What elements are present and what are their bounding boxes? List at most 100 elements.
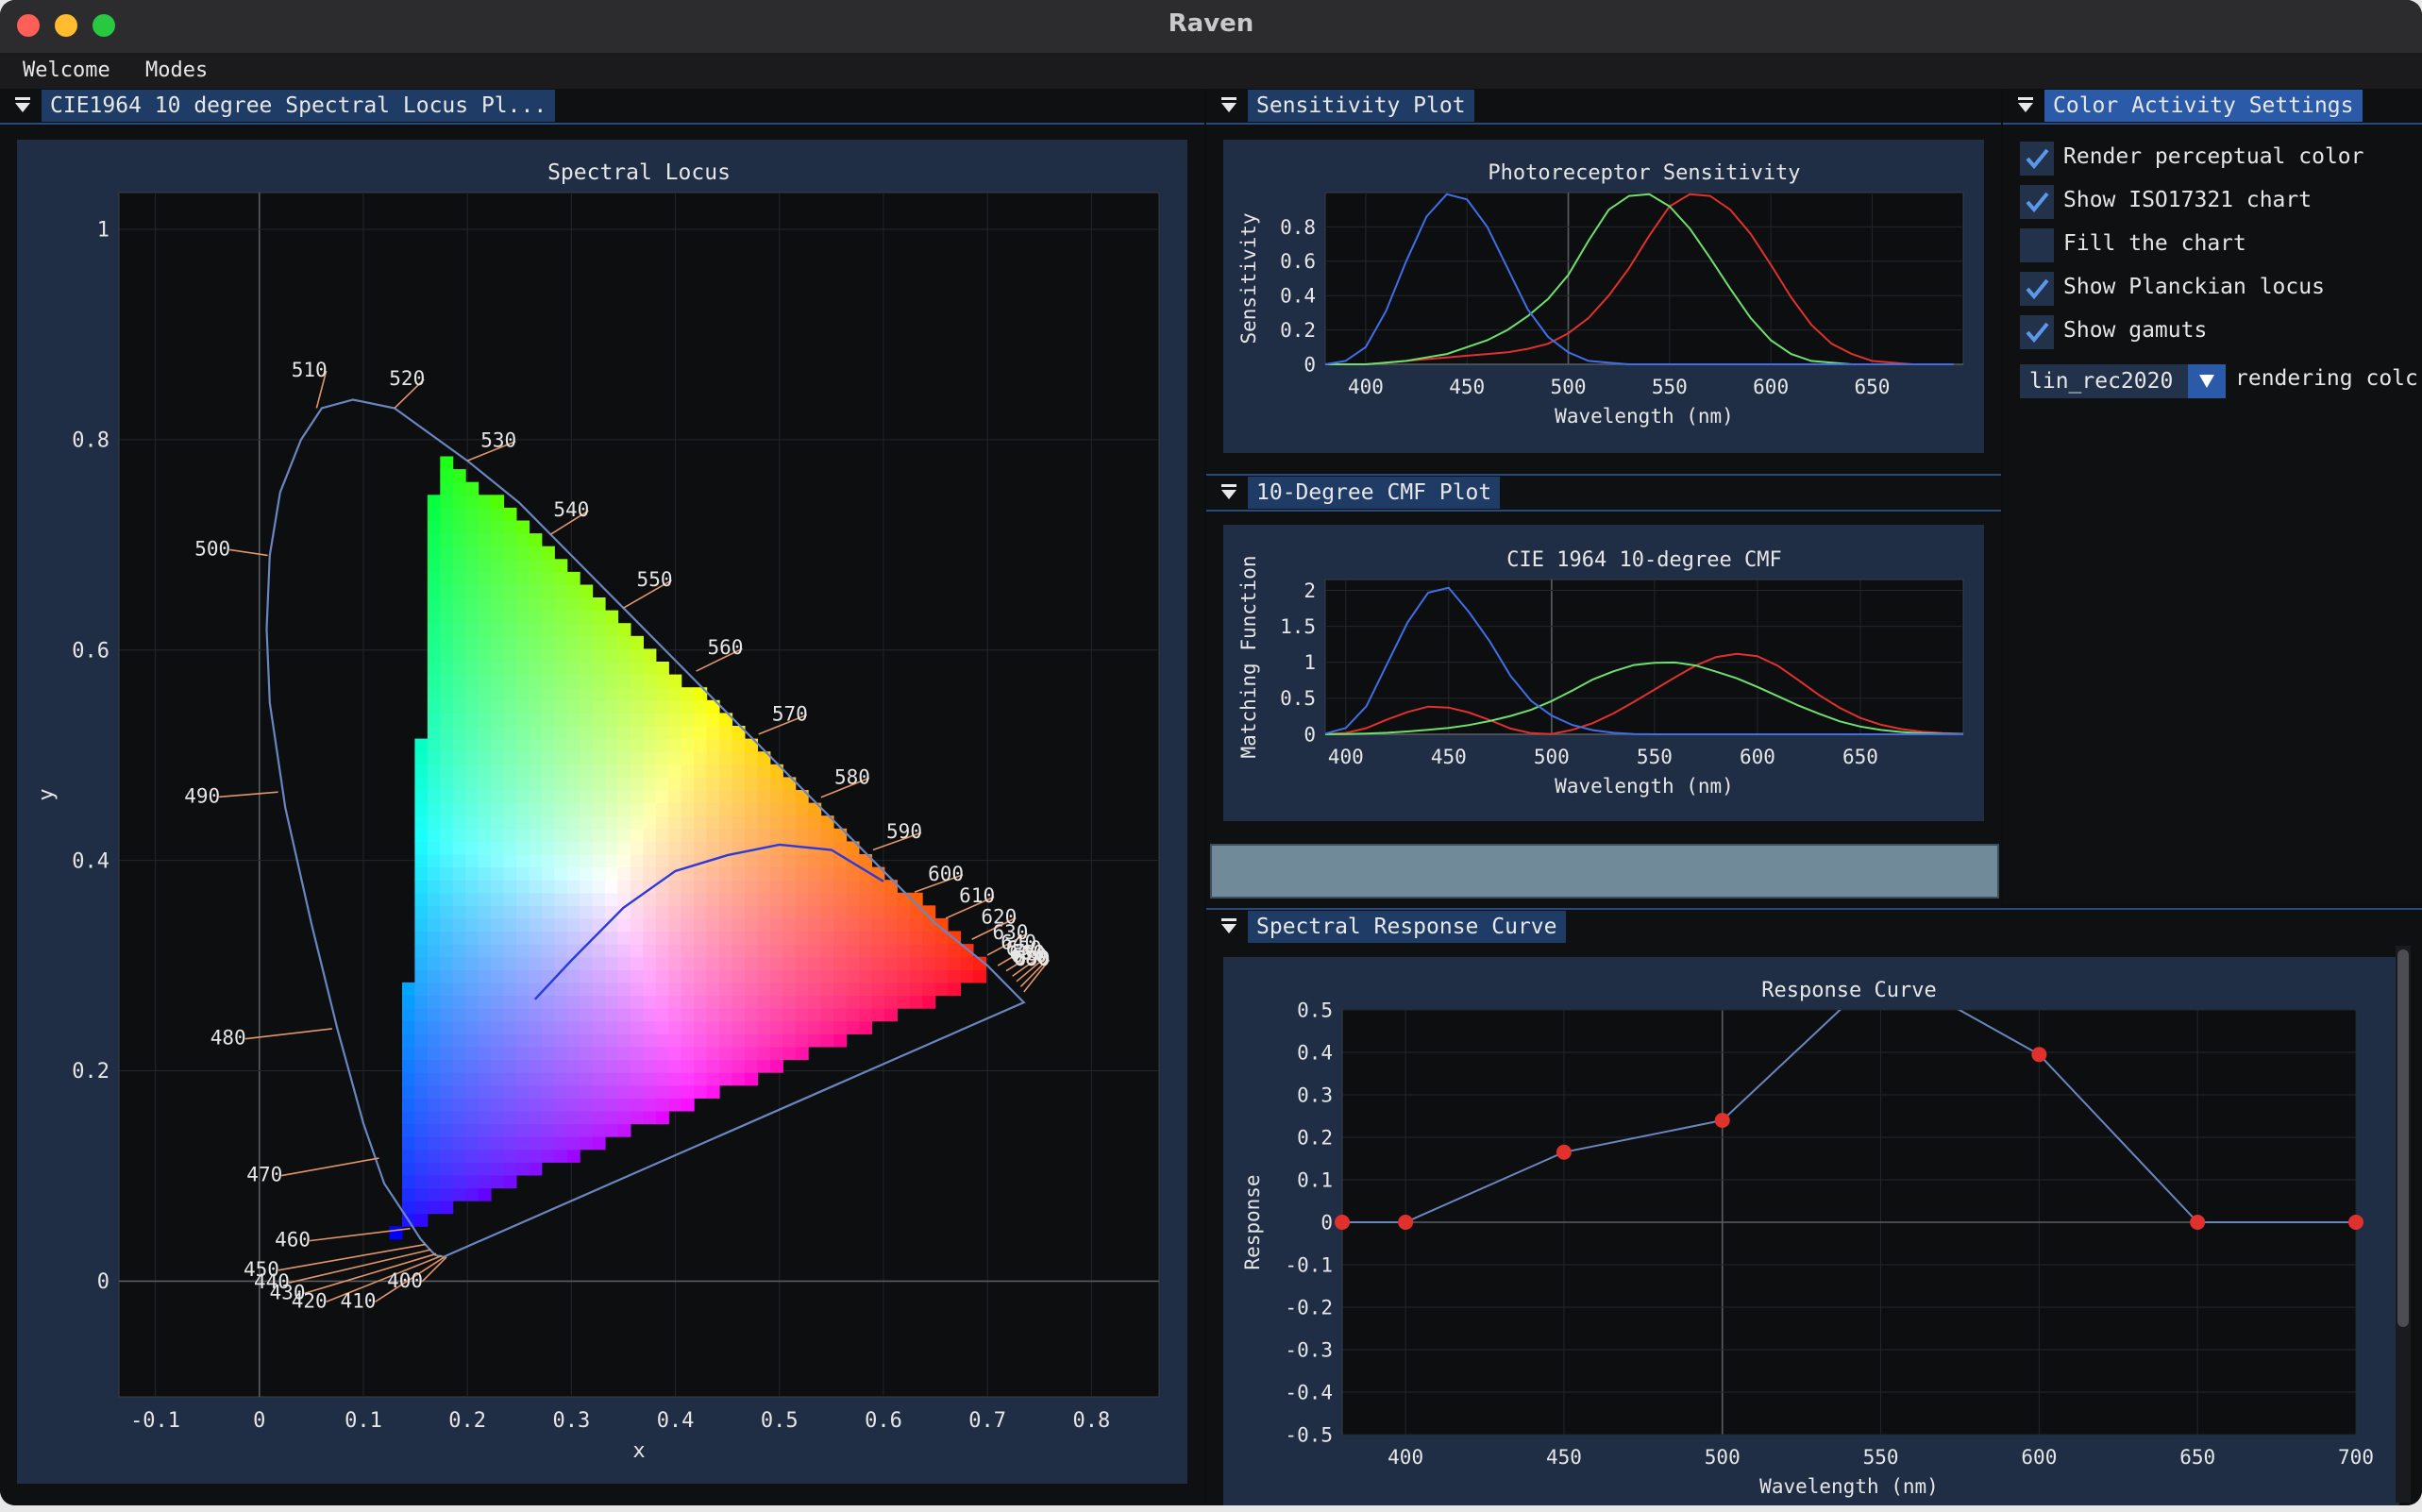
wavelength-label: 420 <box>292 1289 328 1312</box>
x-tick-label: 0 <box>253 1409 265 1433</box>
y-tick-label: 0.5 <box>1297 999 1333 1021</box>
minimize-window-button[interactable] <box>55 14 77 37</box>
x-tick-label: 500 <box>1534 746 1570 768</box>
tab-cmf-plot[interactable]: 10-Degree CMF Plot <box>1248 477 1501 509</box>
checkbox-fill-the-chart[interactable] <box>2020 228 2054 262</box>
tab-response-curve[interactable]: Spectral Response Curve <box>1248 911 1566 943</box>
x-tick-label: 400 <box>1328 746 1364 768</box>
wavelength-label: 510 <box>292 359 328 381</box>
x-tick-label: 650 <box>2179 1446 2215 1469</box>
wavelength-leader-line <box>758 714 808 735</box>
title-bar: Raven <box>0 0 2422 55</box>
sensitivity-chart[interactable]: 400 450 500 550 600 650 0 0.2 0.4 0.6 0.8 Photorece… <box>1223 140 1984 453</box>
x-tick-label: 0.1 <box>345 1409 382 1433</box>
x-tick-label: 0.4 <box>657 1409 695 1433</box>
wavelength-label: 500 <box>194 537 230 560</box>
collapse-triangle-icon[interactable] <box>1219 916 1238 936</box>
response-control-point <box>2190 1215 2206 1230</box>
y-tick-label: -0.2 <box>1285 1296 1333 1319</box>
checkbox-render-perceptual-color[interactable] <box>2020 142 2054 176</box>
collapse-triangle-icon[interactable] <box>1219 481 1238 502</box>
collapse-triangle-icon[interactable] <box>1219 94 1238 115</box>
checkbox-label: Show ISO17321 chart <box>2063 188 2313 212</box>
y-tick-label: 0 <box>1304 353 1316 376</box>
y-tick-label: 0.8 <box>72 429 109 453</box>
x-tick-label: 0.3 <box>552 1409 590 1433</box>
x-tick-label: 0.8 <box>1072 1409 1110 1433</box>
response-chart[interactable]: 400 450 500 550 600 650 700 0.5 0.4 0.3 0.2 0.1 0 -0.… <box>1223 957 2399 1505</box>
y-tick-label: 0.2 <box>72 1060 109 1084</box>
wavelength-label: 470 <box>246 1164 282 1186</box>
wavelength-label: 690 <box>1015 948 1051 970</box>
checkbox-label: Show gamuts <box>2063 318 2208 343</box>
x-tick-label: 700 <box>2338 1446 2374 1469</box>
x-tick-label: 600 <box>1753 376 1789 398</box>
tab-color-activity-settings[interactable]: Color Activity Settings <box>2044 90 2363 122</box>
wavelength-label: 550 <box>637 568 673 591</box>
y-tick-label: 0.2 <box>1280 319 1316 342</box>
wavelength-label: 570 <box>772 702 808 725</box>
zoom-window-button[interactable] <box>93 14 115 37</box>
collapse-triangle-icon[interactable] <box>2016 94 2035 115</box>
x-tick-label: 450 <box>1449 376 1485 398</box>
checkbox-label: Fill the chart <box>2063 231 2246 256</box>
checkbox-show-gamuts[interactable] <box>2020 315 2054 349</box>
wavelength-label: 640 <box>1001 931 1036 953</box>
response-control-point <box>2031 1047 2047 1063</box>
wavelength-label: 520 <box>389 367 425 390</box>
chevron-down-icon <box>2199 375 2214 388</box>
planckian-locus-line <box>533 843 884 1000</box>
wavelength-leader-line <box>1005 949 1042 972</box>
rendering-select-arrow[interactable] <box>2188 364 2226 398</box>
response-curve-line <box>1342 1010 2356 1223</box>
checkbox-show-iso17321-chart[interactable] <box>2020 185 2054 219</box>
x-tick-label: 550 <box>1863 1446 1899 1469</box>
wavelength-label: 680 <box>1013 947 1049 969</box>
tab-sensitivity-plot[interactable]: Sensitivity Plot <box>1248 90 1474 122</box>
wavelength-leader-line <box>549 510 589 535</box>
wavelength-leader-line <box>997 942 1036 966</box>
wavelength-leader-line <box>278 1243 427 1271</box>
scrollbar-thumb[interactable] <box>2397 949 2409 1327</box>
rendering-select[interactable]: lin_rec2020 <box>2020 364 2188 398</box>
wavelength-leader-line <box>326 1254 442 1303</box>
x-tick-label: 600 <box>2021 1446 2057 1469</box>
x-tick-label: 0.7 <box>968 1409 1006 1433</box>
x-tick-label: 500 <box>1551 376 1587 398</box>
y-axis-label: Matching Function <box>1237 556 1260 759</box>
y-tick-label: 0.8 <box>1280 216 1316 239</box>
x-axis-label: Wavelength (nm) <box>1555 775 1734 798</box>
response-control-point <box>1335 1215 1350 1230</box>
cmf-chart[interactable]: 400 450 500 550 600 650 0 0.5 1 1.5 2 CIE 1964 10-d… <box>1223 525 1984 821</box>
collapse-triangle-icon[interactable] <box>13 94 32 115</box>
y-axis-label: Response <box>1241 1174 1264 1269</box>
checkbox-show-planckian-locus[interactable] <box>2020 272 2054 306</box>
menu-welcome[interactable]: Welcome <box>23 59 110 82</box>
x-tick-label: 0.6 <box>865 1409 902 1433</box>
color-swatch <box>1210 844 1999 899</box>
y-tick-label: 1 <box>1304 651 1316 674</box>
wavelength-leader-line <box>219 791 278 798</box>
x-tick-label: 600 <box>1740 746 1775 768</box>
x-tick-label: 0.5 <box>761 1409 799 1433</box>
wavelength-leader-line <box>229 548 268 557</box>
checkmark-icon <box>2026 148 2049 170</box>
x-axis-label: Wavelength (nm) <box>1555 405 1734 428</box>
menu-modes[interactable]: Modes <box>145 59 209 82</box>
wavelength-label: 450 <box>244 1258 279 1281</box>
y-tick-label: -0.5 <box>1285 1423 1333 1446</box>
x-axis-label: Wavelength (nm) <box>1759 1475 1939 1498</box>
wavelength-label: 670 <box>1011 945 1047 967</box>
tab-locus-plot[interactable]: CIE1964 10 degree Spectral Locus Pl... <box>42 90 556 122</box>
y-tick-label: 2 <box>1304 580 1316 602</box>
close-window-button[interactable] <box>17 14 40 37</box>
y-tick-label: 0 <box>97 1270 109 1294</box>
checkmark-icon <box>2026 278 2049 300</box>
spectral-locus-chart[interactable]: -0.1 0 0.1 0.2 0.3 0.4 0.5 0.6 0.7 0.8 0 0.2 0.4 0.6 0… <box>17 140 1187 1484</box>
wavelength-leader-line <box>421 1256 447 1283</box>
chart-title: CIE 1964 10-degree CMF <box>1506 548 1781 572</box>
wavelength-leader-line <box>288 1249 431 1284</box>
sensitivity-series-0 <box>1325 193 1954 365</box>
wavelength-leader-line <box>914 874 964 893</box>
